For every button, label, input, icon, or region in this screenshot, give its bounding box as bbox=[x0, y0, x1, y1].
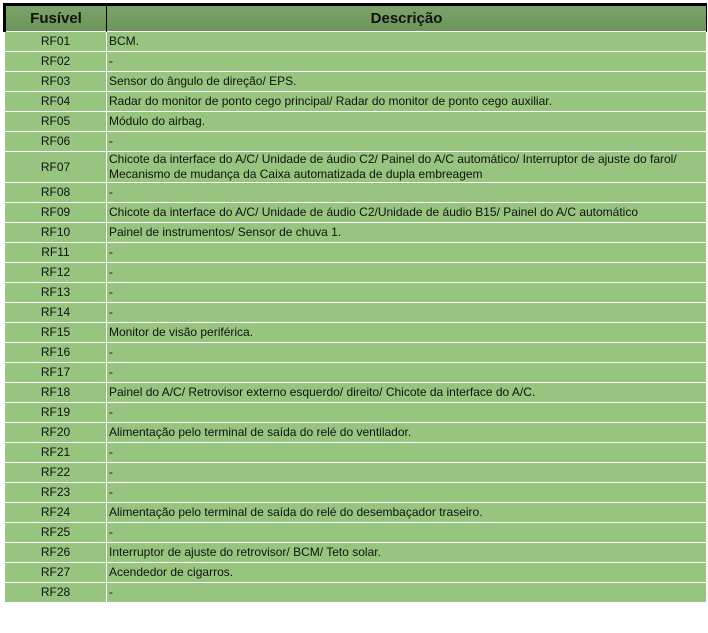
fuse-id: RF18 bbox=[4, 382, 107, 403]
fuse-id: RF08 bbox=[4, 182, 107, 203]
fuse-description: Radar do monitor de ponto cego principal… bbox=[106, 91, 707, 112]
fuse-description: - bbox=[106, 302, 707, 323]
fuse-description: - bbox=[106, 242, 707, 263]
fuse-id: RF23 bbox=[4, 482, 107, 503]
fuse-id: RF04 bbox=[4, 91, 107, 112]
fuse-id: RF24 bbox=[4, 502, 107, 523]
table-row: RF25- bbox=[4, 522, 707, 543]
header-row: Fusível Descrição bbox=[3, 3, 707, 32]
table-row: RF16- bbox=[4, 342, 707, 363]
table-row: RF05 Módulo do airbag. bbox=[4, 111, 707, 132]
table-row: RF13- bbox=[4, 282, 707, 303]
fuse-description: BCM. bbox=[106, 31, 707, 52]
fuse-id: RF12 bbox=[4, 262, 107, 283]
fuse-id: RF14 bbox=[4, 302, 107, 323]
fuse-description: Acendedor de cigarros. bbox=[106, 562, 707, 583]
fuse-description: - bbox=[106, 582, 707, 603]
table-row: RF17- bbox=[4, 362, 707, 383]
fuse-description: - bbox=[106, 482, 707, 503]
fuse-description: Painel do A/C/ Retrovisor externo esquer… bbox=[106, 382, 707, 403]
table-row: RF22- bbox=[4, 462, 707, 483]
fuse-description: Chicote da interface do A/C/ Unidade de … bbox=[106, 202, 707, 223]
table-row: RF12- bbox=[4, 262, 707, 283]
fuse-description: Módulo do airbag. bbox=[106, 111, 707, 132]
table-row: RF26 Interruptor de ajuste do retrovisor/… bbox=[4, 542, 707, 563]
fuse-id: RF25 bbox=[4, 522, 107, 543]
table-row: RF07 Chicote da interface do A/C/ Unidade… bbox=[4, 151, 707, 183]
table-row: RF08- bbox=[4, 182, 707, 203]
fuse-description: Chicote da interface do A/C/ Unidade de … bbox=[106, 151, 707, 183]
fuse-id: RF11 bbox=[4, 242, 107, 263]
fuse-description: Monitor de visão periférica. bbox=[106, 322, 707, 343]
fuse-description: - bbox=[106, 442, 707, 463]
fuse-description: - bbox=[106, 402, 707, 423]
fuse-id: RF02 bbox=[4, 51, 107, 72]
fuse-description: - bbox=[106, 522, 707, 543]
fuse-description: - bbox=[106, 362, 707, 383]
fuse-id: RF09 bbox=[4, 202, 107, 223]
fuse-description: Alimentação pelo terminal de saída do re… bbox=[106, 502, 707, 523]
table-row: RF28- bbox=[4, 582, 707, 603]
table-row: RF19- bbox=[4, 402, 707, 423]
table-row: RF15 Monitor de visão periférica. bbox=[4, 322, 707, 343]
table-row: RF06- bbox=[4, 131, 707, 152]
table-row: RF14- bbox=[4, 302, 707, 323]
fuse-description: Interruptor de ajuste do retrovisor/ BCM… bbox=[106, 542, 707, 563]
table-row: RF20 Alimentação pelo terminal de saída d… bbox=[4, 422, 707, 443]
fuse-id: RF26 bbox=[4, 542, 107, 563]
fuse-table: Fusível Descrição RF01 BCM. RF02- RF03 Senso… bbox=[3, 3, 707, 603]
table-row: RF01 BCM. bbox=[4, 31, 707, 52]
table-row: RF11- bbox=[4, 242, 707, 263]
fuse-id: RF20 bbox=[4, 422, 107, 443]
fuse-id: RF13 bbox=[4, 282, 107, 303]
fuse-id: RF21 bbox=[4, 442, 107, 463]
header-fuse: Fusível bbox=[3, 3, 107, 32]
fuse-id: RF07 bbox=[4, 151, 107, 183]
table-row: RF02- bbox=[4, 51, 707, 72]
fuse-id: RF22 bbox=[4, 462, 107, 483]
fuse-id: RF16 bbox=[4, 342, 107, 363]
fuse-id: RF27 bbox=[4, 562, 107, 583]
table-row: RF10 Painel de instrumentos/ Sensor de ch… bbox=[4, 222, 707, 243]
fuse-id: RF01 bbox=[4, 31, 107, 52]
header-description: Descrição bbox=[106, 3, 707, 32]
fuse-description: - bbox=[106, 282, 707, 303]
fuse-description: - bbox=[106, 182, 707, 203]
table-row: RF04 Radar do monitor de ponto cego princ… bbox=[4, 91, 707, 112]
fuse-description: - bbox=[106, 262, 707, 283]
fuse-id: RF28 bbox=[4, 582, 107, 603]
table-row: RF09 Chicote da interface do A/C/ Unidade… bbox=[4, 202, 707, 223]
fuse-description: - bbox=[106, 342, 707, 363]
fuse-id: RF17 bbox=[4, 362, 107, 383]
table-row: RF24 Alimentação pelo terminal de saída d… bbox=[4, 502, 707, 523]
fuse-description: Sensor do ângulo de direção/ EPS. bbox=[106, 71, 707, 92]
table-row: RF18 Painel do A/C/ Retrovisor externo es… bbox=[4, 382, 707, 403]
fuse-id: RF06 bbox=[4, 131, 107, 152]
fuse-id: RF19 bbox=[4, 402, 107, 423]
fuse-description: Painel de instrumentos/ Sensor de chuva … bbox=[106, 222, 707, 243]
fuse-id: RF05 bbox=[4, 111, 107, 132]
fuse-id: RF03 bbox=[4, 71, 107, 92]
table-row: RF23- bbox=[4, 482, 707, 503]
fuse-description: - bbox=[106, 462, 707, 483]
table-row: RF21- bbox=[4, 442, 707, 463]
table-row: RF27 Acendedor de cigarros. bbox=[4, 562, 707, 583]
table-row: RF03 Sensor do ângulo de direção/ EPS. bbox=[4, 71, 707, 92]
fuse-description: - bbox=[106, 51, 707, 72]
fuse-id: RF15 bbox=[4, 322, 107, 343]
fuse-id: RF10 bbox=[4, 222, 107, 243]
fuse-description: Alimentação pelo terminal de saída do re… bbox=[106, 422, 707, 443]
fuse-description: - bbox=[106, 131, 707, 152]
